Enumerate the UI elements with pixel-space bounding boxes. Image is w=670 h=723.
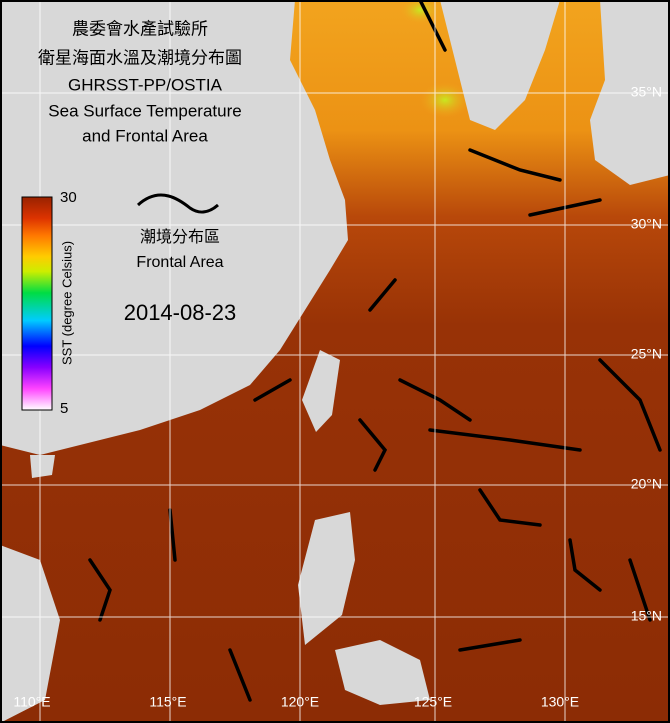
lat-label: 15°N (631, 608, 662, 624)
lon-labels: 110°E 115°E 120°E 125°E 130°E (13, 694, 579, 710)
title-line: and Frontal Area (82, 126, 208, 145)
front-symbol (136, 193, 219, 214)
title-line: 衛星海面水溫及潮境分布圖 (38, 48, 242, 67)
colorbar-max: 30 (60, 189, 77, 206)
frontal-lines (88, 0, 662, 702)
legend-label: Frontal Area (136, 254, 223, 271)
legend-label: 潮境分布區 (140, 227, 220, 246)
lon-label: 120°E (281, 694, 319, 710)
lat-label: 20°N (631, 476, 662, 492)
title: 農委會水產試驗所 衛星海面水溫及潮境分布圖 GHRSST-PP/OSTIA Se… (38, 19, 242, 145)
colorbar-label: SST (degree Celsius) (59, 241, 74, 365)
lon-label: 125°E (414, 694, 452, 710)
lat-labels: 35°N 30°N 25°N 20°N 15°N (631, 84, 662, 624)
title-line: Sea Surface Temperature (48, 101, 241, 120)
warm-spot (420, 82, 470, 118)
title-line: 農委會水產試驗所 (72, 19, 208, 38)
lat-label: 25°N (631, 346, 662, 362)
colorbar-min: 5 (60, 400, 68, 417)
lat-label: 30°N (631, 216, 662, 232)
date: 2014-08-23 (124, 300, 237, 325)
colorbar (21, 196, 53, 411)
lat-label: 35°N (631, 84, 662, 100)
title-line: GHRSST-PP/OSTIA (68, 75, 223, 94)
lon-label: 130°E (541, 694, 579, 710)
lon-label: 115°E (149, 694, 186, 710)
lon-label: 110°E (13, 694, 50, 710)
